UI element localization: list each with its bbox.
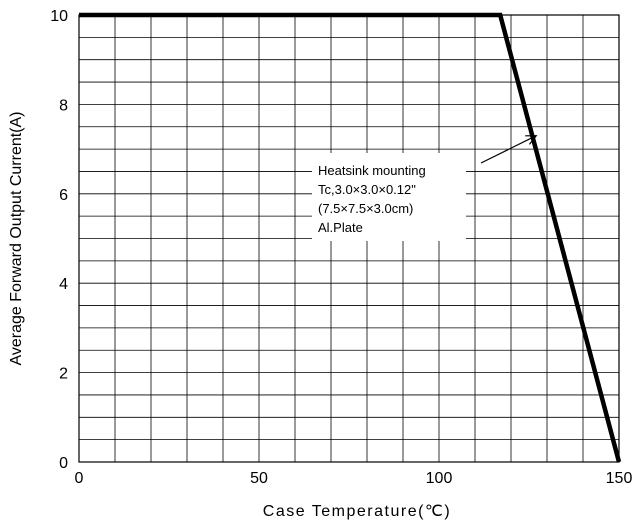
x-axis-label: Case Temperature(℃) (263, 503, 451, 520)
x-tick-label: 50 (250, 470, 268, 487)
y-axis-label: Average Forward Output Current(A) (8, 111, 25, 365)
grid (79, 15, 619, 462)
annotation-line: (7.5×7.5×3.0cm) (318, 201, 413, 216)
y-tick-label: 10 (50, 8, 68, 25)
series-layer (79, 12, 622, 463)
annotation-line: Heatsink mounting (318, 163, 426, 178)
y-tick-label: 0 (59, 455, 68, 472)
x-tick-label: 100 (426, 470, 453, 487)
annotation-arrow (480, 135, 537, 164)
y-tick-label: 4 (59, 276, 68, 293)
annotation-background (312, 153, 466, 241)
y-tick-label: 6 (59, 187, 68, 204)
y-tick-label: 2 (59, 366, 68, 383)
annotation-line: Al.Plate (318, 220, 363, 235)
y-tick-label: 8 (59, 97, 68, 114)
annotation-box: Heatsink mounting Tc,3.0×3.0×0.12" (7.5×7.… (312, 135, 538, 241)
annotation-line: Tc,3.0×3.0×0.12" (318, 182, 416, 197)
x-tick-label: 150 (606, 470, 633, 487)
series-line (79, 12, 622, 463)
tick-labels: 0 50 100 150 0 2 4 6 8 10 (50, 8, 632, 487)
x-tick-label: 0 (75, 470, 84, 487)
